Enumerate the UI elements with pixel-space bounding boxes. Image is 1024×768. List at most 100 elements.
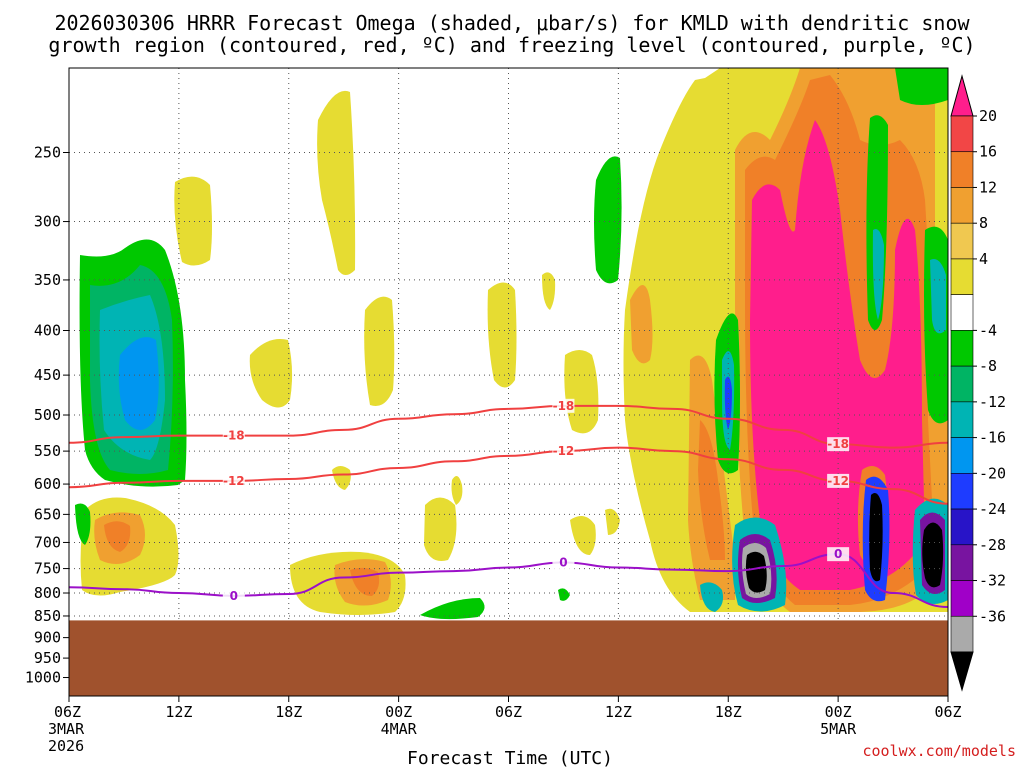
y-tick-label: 300 <box>34 213 61 231</box>
shade-region <box>698 420 725 560</box>
contour-line <box>69 446 948 505</box>
y-tick-label: 900 <box>34 629 61 647</box>
y-tick-label: 600 <box>34 475 61 493</box>
colorbar-label: 4 <box>979 250 988 268</box>
x-tick-label: 06Z <box>934 703 961 721</box>
contour-label: -18 <box>827 437 849 451</box>
x-tick-date: 5MAR <box>820 720 857 738</box>
shade-region <box>745 551 767 593</box>
colorbar-swatch <box>950 187 974 224</box>
chart-title-line-1: 2026030306 HRRR Forecast Omega (shaded, … <box>54 11 970 35</box>
colorbar-swatch <box>950 508 974 546</box>
colorbar-swatch <box>950 544 974 581</box>
contour-label-bg <box>552 555 575 570</box>
colorbar-swatch <box>950 115 974 153</box>
colorbar-swatch <box>950 258 974 295</box>
colorbar-swatch <box>950 330 974 367</box>
colorbar-label: 8 <box>979 214 988 232</box>
x-axis-title: Forecast Time (UTC) <box>407 748 613 768</box>
x-tick-label: 18Z <box>275 703 302 721</box>
x-tick-label: 18Z <box>715 703 742 721</box>
y-tick-label: 350 <box>34 271 61 289</box>
contour-label-bg <box>552 398 575 413</box>
colorbar-swatch <box>950 615 974 653</box>
colorbar-label: -32 <box>979 572 1006 590</box>
shade-region <box>249 339 293 408</box>
shade-region <box>118 337 159 430</box>
colorbar-label: 12 <box>979 178 997 196</box>
shade-region <box>364 296 395 406</box>
shade-region <box>332 466 351 490</box>
y-tick-label: 250 <box>34 144 61 162</box>
shade-region <box>564 350 599 434</box>
y-tick-label: 400 <box>34 322 61 340</box>
y-tick-label: 700 <box>34 533 61 551</box>
shade-region <box>420 598 485 620</box>
y-tick-label: 1000 <box>25 669 61 687</box>
colorbar-label: 20 <box>979 107 997 125</box>
shade-region <box>570 516 596 555</box>
shade-region <box>75 503 91 545</box>
colorbar-swatch <box>950 580 974 617</box>
colorbar-swatch <box>950 401 974 438</box>
contour-label-bg <box>827 437 850 452</box>
contour-label-bg <box>222 428 245 443</box>
shade-region <box>922 522 944 588</box>
contour-label-bg <box>552 444 575 459</box>
colorbar-swatch <box>950 294 974 331</box>
shade-region <box>174 176 212 266</box>
contour-label: 0 <box>834 547 842 561</box>
shade-region <box>872 229 884 320</box>
terrain-fill <box>69 620 948 696</box>
colorbar-label: -20 <box>979 464 1006 482</box>
contour-label-bg <box>222 588 245 603</box>
colorbar-swatch <box>950 151 974 188</box>
contour-lines: -18 -18 -18 -12 -12 -12 0 0 0 <box>69 398 948 608</box>
contour-label: -18 <box>223 429 245 443</box>
shade-region <box>487 282 517 388</box>
y-axis: 250 300 350 400 450 500 550 600 650 700 750 800 850 9… <box>25 144 69 687</box>
y-tick-label: 450 <box>34 366 61 384</box>
x-tick-label: 12Z <box>605 703 632 721</box>
contour-label-bg <box>222 473 245 488</box>
shade-region <box>558 588 570 601</box>
colorbar-label: -12 <box>979 393 1006 411</box>
contour-label: -12 <box>223 474 245 488</box>
shade-region <box>605 508 620 535</box>
shade-region <box>317 90 356 275</box>
y-tick-label: 750 <box>34 560 61 578</box>
x-tick-label: 06Z <box>495 703 522 721</box>
colorbar-swatch <box>950 222 974 260</box>
y-tick-label: 950 <box>34 649 61 667</box>
contour-label: 0 <box>230 589 238 603</box>
shade-region <box>700 582 724 612</box>
y-tick-label: 550 <box>34 442 61 460</box>
x-tick-label: 12Z <box>165 703 192 721</box>
shade-region <box>542 272 556 310</box>
colorbar-tip-top <box>950 74 974 117</box>
colorbar-label: -4 <box>979 321 997 339</box>
contour-label: -12 <box>553 444 575 458</box>
credit-link[interactable]: coolwx.com/models <box>862 742 1016 760</box>
colorbar-tip-bottom <box>950 651 974 692</box>
colorbar-label: -28 <box>979 536 1006 554</box>
colorbar-swatch <box>950 365 974 403</box>
colorbar-label: 16 <box>979 143 997 161</box>
y-tick-label: 650 <box>34 505 61 523</box>
shade-region <box>869 492 883 582</box>
y-tick-label: 500 <box>34 406 61 424</box>
x-tick-date: 3MAR <box>48 720 85 738</box>
contour-line <box>69 553 948 608</box>
contour-line <box>69 404 948 449</box>
colorbar-swatch <box>950 437 974 474</box>
chart-title-line-2: growth region (contoured, red, ºC) and f… <box>48 33 975 57</box>
colorbar-label: -16 <box>979 429 1006 447</box>
colorbar: 20 16 12 8 4 -4 -8 -12 -16 -20 -24 -28 -32 -36 <box>950 74 1006 692</box>
shade-region <box>594 156 622 284</box>
shade-region <box>630 285 653 364</box>
contour-label: 0 <box>559 555 567 569</box>
omega-shading <box>75 68 948 620</box>
x-tick-label: 06Z <box>54 703 81 721</box>
